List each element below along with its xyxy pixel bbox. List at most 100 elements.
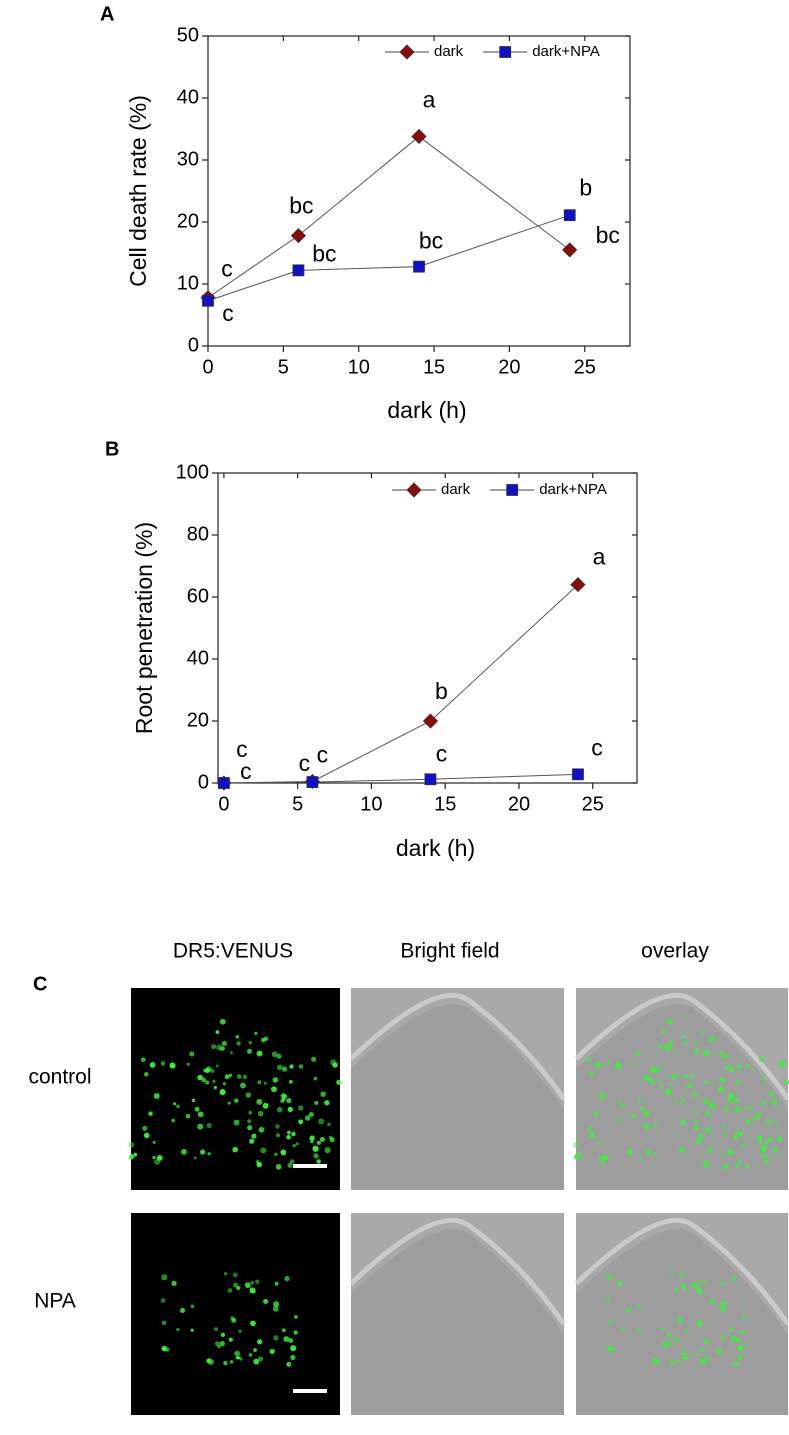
fluorescent-nucleus [229, 1051, 234, 1055]
fluorescent-nucleus [197, 1074, 203, 1081]
fluorescent-nucleus [668, 1040, 674, 1047]
plot-frame [217, 472, 638, 784]
fluorescent-nucleus [704, 1110, 711, 1117]
fluorescent-nucleus [679, 1282, 685, 1288]
fluorescent-nucleus [324, 1100, 330, 1106]
series-line [207, 135, 571, 299]
fluorescent-nucleus [667, 1332, 672, 1337]
fluorescent-nucleus [723, 1133, 728, 1138]
fluorescent-nucleus [652, 1122, 658, 1129]
fluorescent-nucleus [677, 1317, 683, 1323]
fluorescent-nucleus [756, 1135, 763, 1141]
fluorescent-nucleus [260, 1147, 267, 1154]
fluorescent-nucleus [720, 1301, 727, 1308]
fluorescent-nucleus [190, 1304, 195, 1309]
fluorescent-nucleus [675, 1337, 680, 1342]
fluorescent-nucleus [227, 1101, 231, 1105]
fluorescent-nucleus [674, 1288, 679, 1293]
fluorescent-nucleus [262, 1102, 269, 1109]
fluorescent-nucleus [657, 1044, 663, 1050]
fluorescent-nucleus [727, 1099, 732, 1104]
fluorescent-nucleus [606, 1274, 613, 1281]
scale-bar [293, 1164, 327, 1168]
fluorescent-nucleus [161, 1320, 167, 1326]
fluorescent-nucleus [670, 1272, 674, 1276]
fluorescent-nucleus [745, 1105, 751, 1111]
fluorescent-nucleus [311, 1056, 317, 1062]
micrograph [349, 988, 567, 1190]
marker [292, 264, 305, 277]
fluorescent-nucleus [599, 1093, 606, 1100]
fluorescent-nucleus [320, 1091, 326, 1097]
significance-letter: c [236, 736, 248, 762]
image-panel [131, 1213, 340, 1415]
fluorescent-nucleus [772, 1100, 778, 1106]
fluorescent-nucleus [308, 1112, 314, 1118]
fluorescent-nucleus [205, 1080, 210, 1085]
fluorescent-nucleus [586, 1057, 591, 1063]
fluorescent-nucleus [682, 1034, 686, 1039]
fluorescent-nucleus [210, 1068, 215, 1074]
fluorescent-nucleus [737, 1159, 742, 1164]
fluorescent-nucleus [661, 1030, 666, 1035]
fluorescent-nucleus [689, 1074, 694, 1080]
fluorescent-nucleus [154, 1158, 161, 1166]
fluorescent-nucleus [649, 1068, 653, 1073]
fluorescent-nucleus [656, 1068, 661, 1074]
fluorescent-nucleus [736, 1064, 741, 1069]
fluorescent-nucleus [219, 1341, 225, 1347]
x-tick-label: 25 [574, 356, 596, 378]
fluorescent-nucleus [752, 1115, 759, 1121]
panel-label: A [100, 3, 114, 25]
marker [570, 577, 586, 593]
fluorescent-nucleus [272, 1305, 279, 1312]
fluorescent-nucleus [238, 1329, 242, 1333]
fluorescent-nucleus [263, 1299, 269, 1305]
fluorescent-nucleus [729, 1328, 733, 1333]
fluorescent-nucleus [764, 1140, 769, 1145]
fluorescent-nucleus [733, 1097, 739, 1104]
fluorescent-nucleus [286, 1361, 292, 1367]
fluorescent-nucleus [699, 1348, 704, 1353]
y-tick-label: 50 [177, 24, 199, 46]
micrograph [573, 988, 789, 1190]
legend-marker [399, 44, 415, 60]
x-tick-label: 10 [360, 793, 382, 815]
fluorescent-nucleus [683, 1041, 688, 1046]
fluorescent-nucleus [197, 1111, 204, 1118]
fluorescent-nucleus [304, 1115, 311, 1121]
significance-letter: a [423, 87, 436, 113]
fluorescent-nucleus [247, 1119, 252, 1124]
fluorescent-nucleus [220, 1332, 226, 1337]
fluorescent-nucleus [149, 1062, 156, 1068]
x-tick-label: 20 [508, 793, 530, 815]
fluorescent-nucleus [248, 1353, 253, 1357]
fluorescent-nucleus [257, 1080, 262, 1085]
fluorescent-nucleus [232, 1146, 238, 1153]
fluorescent-nucleus [661, 1341, 667, 1347]
fluorescent-nucleus [678, 1146, 685, 1153]
fluorescent-nucleus [589, 1132, 595, 1139]
fluorescent-nucleus [143, 1132, 150, 1139]
scale-bar [293, 1389, 327, 1393]
x-tick-label: 15 [434, 793, 456, 815]
fluorescent-nucleus [701, 1279, 707, 1284]
fluorescent-nucleus [316, 1159, 321, 1164]
fluorescent-nucleus [578, 1152, 583, 1157]
fluorescent-nucleus [699, 1290, 703, 1294]
fluorescent-nucleus [256, 1098, 263, 1105]
fluorescent-nucleus [704, 1080, 709, 1085]
fluorescent-nucleus [297, 1105, 304, 1111]
fluorescent-nucleus [250, 1281, 254, 1285]
tissue-edge [574, 992, 789, 1101]
fluorescent-nucleus [176, 1104, 180, 1109]
fluorescent-nucleus [625, 1307, 631, 1313]
fluorescent-nucleus [663, 1344, 667, 1349]
fluorescent-nucleus [228, 1337, 233, 1342]
fluorescent-nucleus [181, 1148, 187, 1155]
fluorescent-nucleus [707, 1147, 714, 1154]
fluorescent-nucleus [686, 1082, 693, 1089]
fluorescent-nucleus [721, 1152, 725, 1157]
fluorescent-nucleus [190, 1328, 194, 1332]
